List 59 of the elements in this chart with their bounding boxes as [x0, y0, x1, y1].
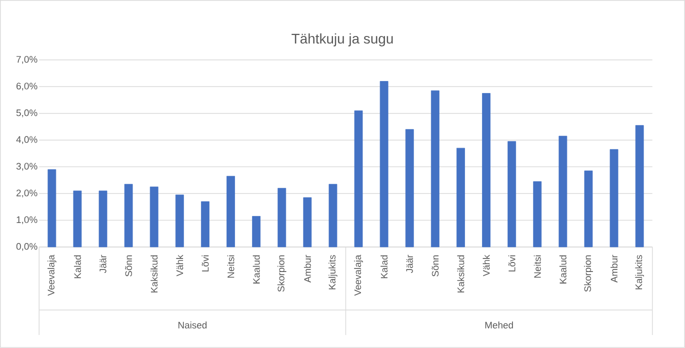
- bar: [328, 184, 338, 248]
- bar: [456, 148, 465, 248]
- x-tick-label: Lõvi: [202, 255, 209, 272]
- bar: [278, 188, 286, 248]
- y-tick-label: 5,0%: [16, 109, 38, 118]
- bar: [226, 176, 235, 248]
- y-tick-label: 1,0%: [16, 216, 38, 224]
- x-tick-label: Jäär: [406, 254, 413, 274]
- bar: [98, 190, 108, 248]
- x-tick-label: Kaalud: [559, 255, 566, 284]
- chart-title: Tähtkuju ja sugu: [292, 33, 393, 46]
- bar: [73, 190, 82, 248]
- x-tick-label: Neitsi: [534, 255, 541, 278]
- bar: [430, 90, 440, 248]
- text: Naised: [178, 322, 207, 329]
- bar: [482, 93, 490, 248]
- y-tick-label: 3,0%: [16, 162, 38, 171]
- x-tick-label: Veevalaja: [354, 254, 363, 296]
- bar: [175, 194, 184, 248]
- x-tick-label: Vähk: [176, 254, 184, 276]
- x-tick-label: Kaljukits: [635, 255, 644, 290]
- x-tick-label: Skorpion: [584, 255, 593, 292]
- y-tick-label: 0,0%: [16, 243, 38, 251]
- bar: [635, 125, 644, 248]
- y-tick-label: 4,0%: [16, 136, 38, 144]
- y-tick-label: 6,0%: [16, 82, 38, 91]
- bar: [48, 169, 56, 248]
- x-tick-label: Kalad: [74, 255, 81, 278]
- bar: [252, 216, 261, 248]
- bar: [303, 197, 312, 248]
- bar: [201, 201, 210, 248]
- x-tick-label: Vähk: [482, 254, 490, 276]
- x-tick-label: Kaksikud: [457, 255, 464, 292]
- x-tick-label: Jäär: [100, 254, 106, 274]
- x-tick-label: Sõnn: [125, 255, 132, 276]
- bar: [124, 184, 133, 248]
- x-tick-label: Kaksikud: [150, 255, 158, 292]
- x-tick-label: Kalad: [380, 255, 388, 278]
- bar: [380, 81, 388, 248]
- x-tick-label: Ambur: [610, 254, 618, 283]
- x-tick-label: Kaljukits: [328, 255, 338, 290]
- bar: [558, 136, 568, 248]
- bar: [610, 149, 618, 248]
- x-tick-label: Kaalud: [252, 255, 260, 284]
- bar: [533, 181, 542, 248]
- x-tick-label: Veevalaja: [47, 254, 56, 296]
- bar: [508, 141, 516, 248]
- bar: [354, 110, 363, 248]
- text: Mehed: [485, 322, 513, 329]
- bar: [405, 129, 414, 248]
- x-tick-label: Ambur: [304, 254, 311, 283]
- x-tick-label: Skorpion: [277, 255, 286, 292]
- x-tick-label: Lõvi: [508, 255, 516, 272]
- y-tick-label: 7,0%: [16, 56, 38, 64]
- y-tick-label: 2,0%: [16, 190, 38, 198]
- bar: [150, 186, 158, 248]
- x-tick-label: Neitsi: [227, 255, 234, 278]
- x-tick-label: Sõnn: [432, 255, 439, 276]
- bar: [584, 170, 593, 248]
